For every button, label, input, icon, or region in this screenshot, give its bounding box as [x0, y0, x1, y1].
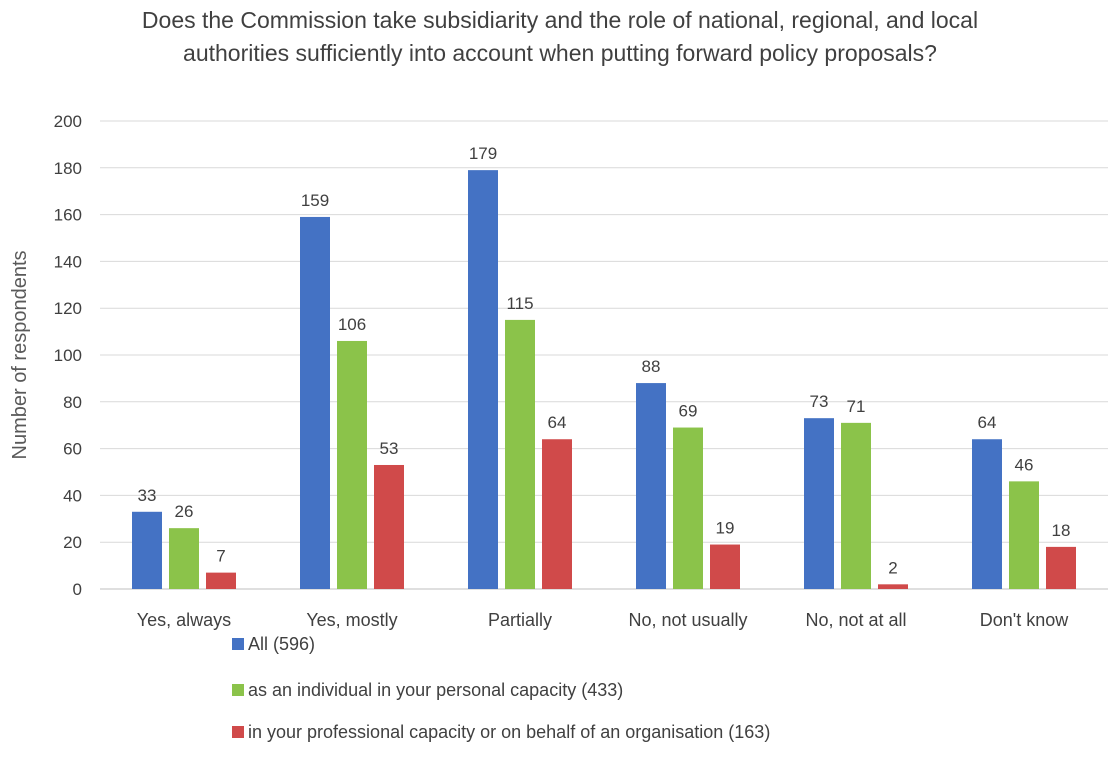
x-tick-label: Don't know: [980, 610, 1069, 630]
legend-swatch-organisation: [232, 726, 244, 738]
legend-label-organisation: in your professional capacity or on beha…: [248, 722, 771, 742]
legend-swatch-individual: [232, 684, 244, 696]
legend-swatch-all: [232, 638, 244, 650]
y-tick-label: 100: [54, 346, 82, 365]
data-label: 7: [216, 547, 225, 566]
data-label: 33: [138, 486, 157, 505]
y-tick-label: 40: [63, 486, 82, 505]
y-tick-label: 60: [63, 440, 82, 459]
bar: [374, 464, 404, 589]
bar: [468, 170, 498, 589]
y-tick-label: 160: [54, 206, 82, 225]
y-tick-label: 180: [54, 159, 82, 178]
y-axis-title: Number of respondents: [9, 250, 31, 459]
x-tick-label: Yes, always: [137, 610, 231, 630]
legend-label-all: All (596): [248, 634, 316, 654]
y-tick-label: 0: [73, 580, 82, 599]
bar: [673, 427, 703, 589]
bar: [1009, 481, 1039, 589]
data-label: 88: [642, 357, 661, 376]
data-label: 106: [338, 315, 366, 334]
chart-title: Does the Commission take subsidiarity an…: [141, 7, 979, 66]
x-tick-label: Partially: [488, 610, 552, 630]
bar: [636, 383, 666, 589]
data-label: 115: [506, 294, 533, 313]
data-label: 179: [469, 144, 497, 163]
bar: [972, 439, 1002, 589]
y-tick-label: 80: [63, 393, 82, 412]
x-tick-label: No, not usually: [628, 610, 747, 630]
data-label: 71: [847, 397, 866, 416]
data-label: 46: [1015, 455, 1034, 474]
data-label: 73: [810, 392, 829, 411]
bar: [300, 216, 330, 589]
data-label: 19: [716, 519, 735, 538]
bar-chart: 0 20 40 60 80 100 120 140 160 180 200 Number of res…: [9, 112, 1108, 630]
bar: [1046, 546, 1076, 589]
bar: [337, 340, 367, 589]
x-tick-label: Yes, mostly: [306, 610, 397, 630]
data-label: 26: [175, 502, 194, 521]
bar: [206, 572, 236, 589]
bar: [710, 544, 740, 589]
y-tick-label: 120: [54, 299, 82, 318]
data-label: 18: [1052, 521, 1071, 540]
data-label: 64: [548, 413, 567, 432]
bar: [804, 418, 834, 589]
bar: [132, 511, 162, 589]
bar: [841, 422, 871, 589]
y-tick-label: 140: [54, 252, 82, 271]
data-label: 159: [301, 191, 329, 210]
y-tick-label: 200: [54, 112, 82, 131]
bar: [878, 584, 908, 589]
data-label: 69: [679, 402, 698, 421]
data-label: 64: [978, 413, 997, 432]
data-label: 2: [888, 558, 897, 577]
bar: [505, 319, 535, 589]
legend-label-individual: as an individual in your personal capaci…: [248, 680, 624, 700]
y-tick-label: 20: [63, 533, 82, 552]
data-label: 53: [380, 439, 399, 458]
bar: [169, 528, 199, 589]
x-tick-label: No, not at all: [805, 610, 906, 630]
bar: [542, 439, 572, 589]
